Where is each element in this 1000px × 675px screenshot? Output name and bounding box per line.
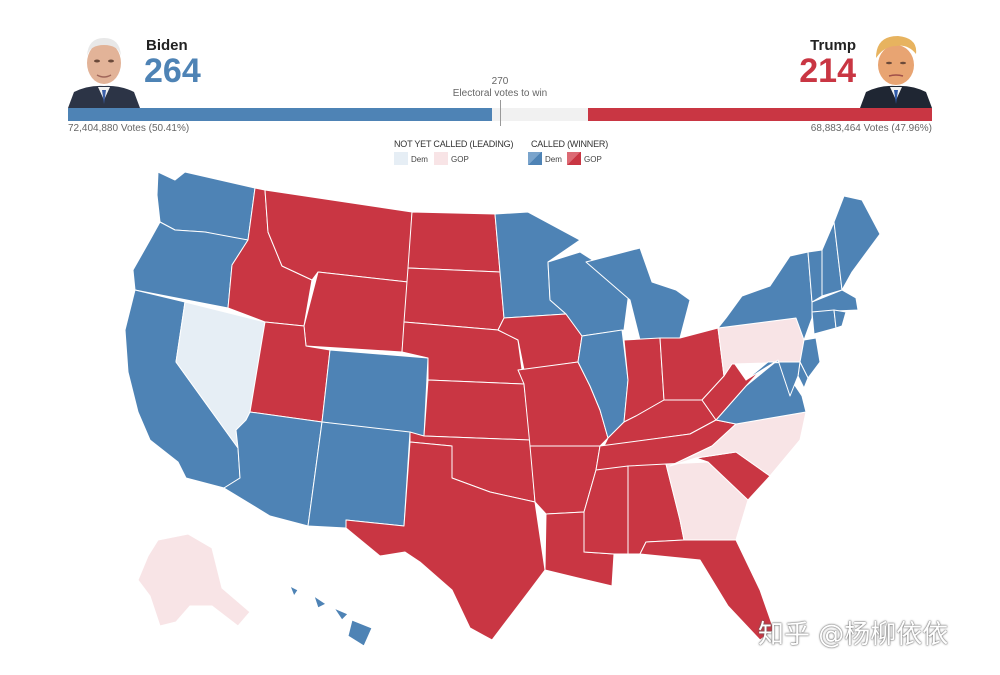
state-tx[interactable]	[345, 441, 546, 641]
state-nd[interactable]	[407, 211, 501, 273]
legend-label-dem-leading: Dem	[411, 155, 428, 164]
threshold-marker	[500, 100, 501, 126]
legend-called-title: CALLED (WINNER)	[531, 139, 609, 149]
legend-swatch-gop-leading	[434, 152, 448, 165]
trump-name: Trump	[810, 37, 856, 54]
biden-popular-votes: 72,404,880 Votes (50.41%)	[68, 123, 190, 134]
state-mt[interactable]	[264, 189, 413, 283]
threshold-value: 270	[491, 76, 509, 87]
trump-electoral-votes: 214	[799, 52, 856, 90]
trump-popular-votes: 68,883,464 Votes (47.96%)	[810, 123, 932, 134]
state-co[interactable]	[321, 349, 429, 437]
state-nm[interactable]	[307, 421, 411, 529]
state-sd[interactable]	[403, 267, 505, 331]
state-ak[interactable]	[137, 533, 251, 627]
state-mi[interactable]	[585, 247, 691, 341]
legend-swatch-gop-called	[567, 152, 581, 165]
state-hi[interactable]	[289, 585, 373, 647]
legend-swatch-dem-leading	[394, 152, 408, 165]
state-nj[interactable]	[799, 337, 821, 379]
watermark: 知乎 @杨柳依依	[758, 620, 949, 650]
state-ks[interactable]	[423, 379, 531, 441]
legend-label-dem-called: Dem	[545, 155, 562, 164]
legend-not-called-title: NOT YET CALLED (LEADING)	[394, 139, 514, 149]
state-ct[interactable]	[811, 309, 837, 335]
state-ma[interactable]	[811, 289, 859, 313]
state-wy[interactable]	[303, 271, 409, 353]
electoral-bar-gop	[588, 108, 932, 121]
threshold-label: Electoral votes to win	[452, 88, 548, 99]
biden-name: Biden	[146, 37, 188, 54]
electoral-bar-dem	[68, 108, 492, 121]
legend-swatch-dem-called	[528, 152, 542, 165]
biden-electoral-votes: 264	[144, 52, 201, 90]
state-me[interactable]	[833, 195, 881, 291]
state-md[interactable]	[745, 359, 801, 397]
state-fl[interactable]	[639, 539, 775, 641]
legend-label-gop-leading: GOP	[451, 155, 469, 164]
legend-label-gop-called: GOP	[584, 155, 602, 164]
biden-portrait	[68, 30, 140, 108]
trump-portrait	[860, 30, 932, 108]
state-ri[interactable]	[833, 309, 847, 329]
